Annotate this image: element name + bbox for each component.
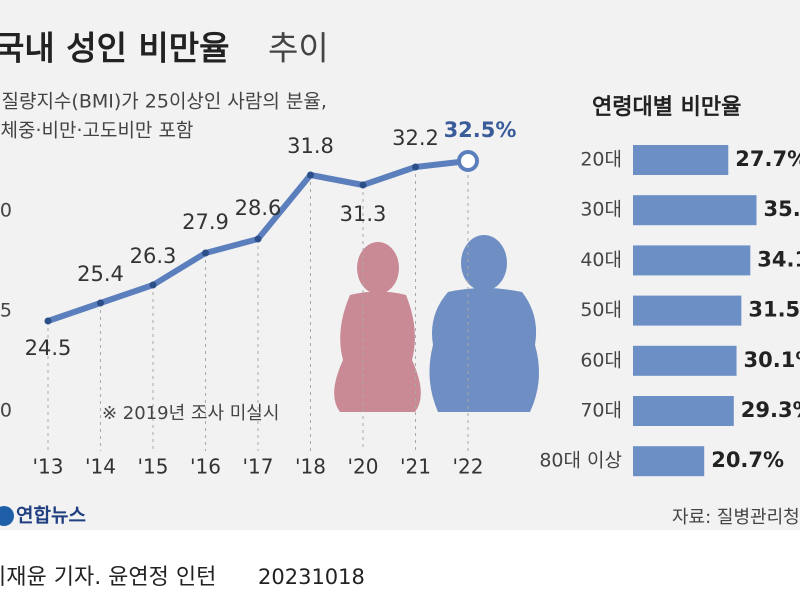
value-label: 28.6 xyxy=(235,196,282,220)
point xyxy=(97,299,104,307)
logo-mark xyxy=(0,506,14,526)
subtitle: 체질량지수(BMI)가 25이상인 사람의 분율, xyxy=(0,91,327,113)
value-label: 32.2 xyxy=(392,126,439,150)
point xyxy=(307,171,314,179)
value-label: 35.9% xyxy=(763,197,800,221)
value-label: 25.4 xyxy=(77,262,124,286)
y-tick-label: 30대 xyxy=(580,199,622,221)
point xyxy=(412,163,419,171)
x-tick-label: '13 xyxy=(33,455,64,479)
title-light: 추이 xyxy=(268,29,329,68)
x-tick-label: '21 xyxy=(400,455,431,479)
value-label: 31.8 xyxy=(287,134,334,158)
value-label: 31.3 xyxy=(340,202,387,226)
subtitle: 과체중·비만·고도비만 포함 xyxy=(0,120,193,142)
x-tick-label: '18 xyxy=(295,455,326,479)
value-label: 27.7% xyxy=(735,147,800,171)
point xyxy=(254,235,262,243)
x-tick-label: '20 xyxy=(348,455,379,479)
source: 자료: 질병관리청 xyxy=(672,507,800,528)
point xyxy=(457,150,479,172)
title: 국내 성인 비만율 xyxy=(0,29,230,68)
bar xyxy=(633,195,757,226)
silhouette-male xyxy=(429,235,539,412)
point xyxy=(202,249,209,257)
y-tick-label: 70대 xyxy=(580,400,622,422)
y-tick-label: 60대 xyxy=(580,349,622,371)
y-tick-label: 50대 xyxy=(580,299,622,321)
note: ※ 2019년 조사 미실시 xyxy=(102,403,279,424)
x-tick-label: '22 xyxy=(453,455,484,479)
value-label: 27.9 xyxy=(182,210,229,234)
bar xyxy=(633,245,751,276)
value-label: 26.3 xyxy=(130,244,177,268)
y-tick-label: 40대 xyxy=(580,249,622,271)
point xyxy=(149,281,157,289)
y-tick-label: 25 xyxy=(0,300,12,322)
credit: 이재윤 기자. 윤연정 인턴 xyxy=(0,565,216,590)
value-label: 31.5% xyxy=(748,298,800,322)
value-label: 30.1% xyxy=(744,348,800,372)
x-tick-label: '14 xyxy=(85,455,116,479)
bar xyxy=(633,446,705,477)
bar xyxy=(633,145,729,175)
value-label: 29.3% xyxy=(741,398,800,422)
date: 20231018 xyxy=(258,565,365,589)
bar-chart-title: 연령대별 비만율 xyxy=(592,95,741,120)
silhouette-female xyxy=(334,242,421,412)
bar xyxy=(633,345,737,376)
y-tick-label: 80대 이상 xyxy=(539,450,622,472)
y-tick-label: 20대 xyxy=(580,149,622,171)
value-label: 24.5 xyxy=(25,336,72,360)
y-tick-label: 20 xyxy=(0,400,12,422)
logo: 연합뉴스 xyxy=(16,505,86,527)
value-label: 34.1% xyxy=(757,247,800,271)
y-tick-label: 30 xyxy=(0,200,12,222)
x-tick-label: '17 xyxy=(243,455,274,479)
point xyxy=(359,181,367,189)
bar xyxy=(633,295,742,326)
value-label: 20.7% xyxy=(711,448,784,472)
x-tick-label: '15 xyxy=(138,455,169,479)
point xyxy=(44,317,52,325)
bar xyxy=(633,396,734,426)
value-label: 32.5% xyxy=(444,118,517,142)
x-tick-label: '16 xyxy=(190,455,221,479)
